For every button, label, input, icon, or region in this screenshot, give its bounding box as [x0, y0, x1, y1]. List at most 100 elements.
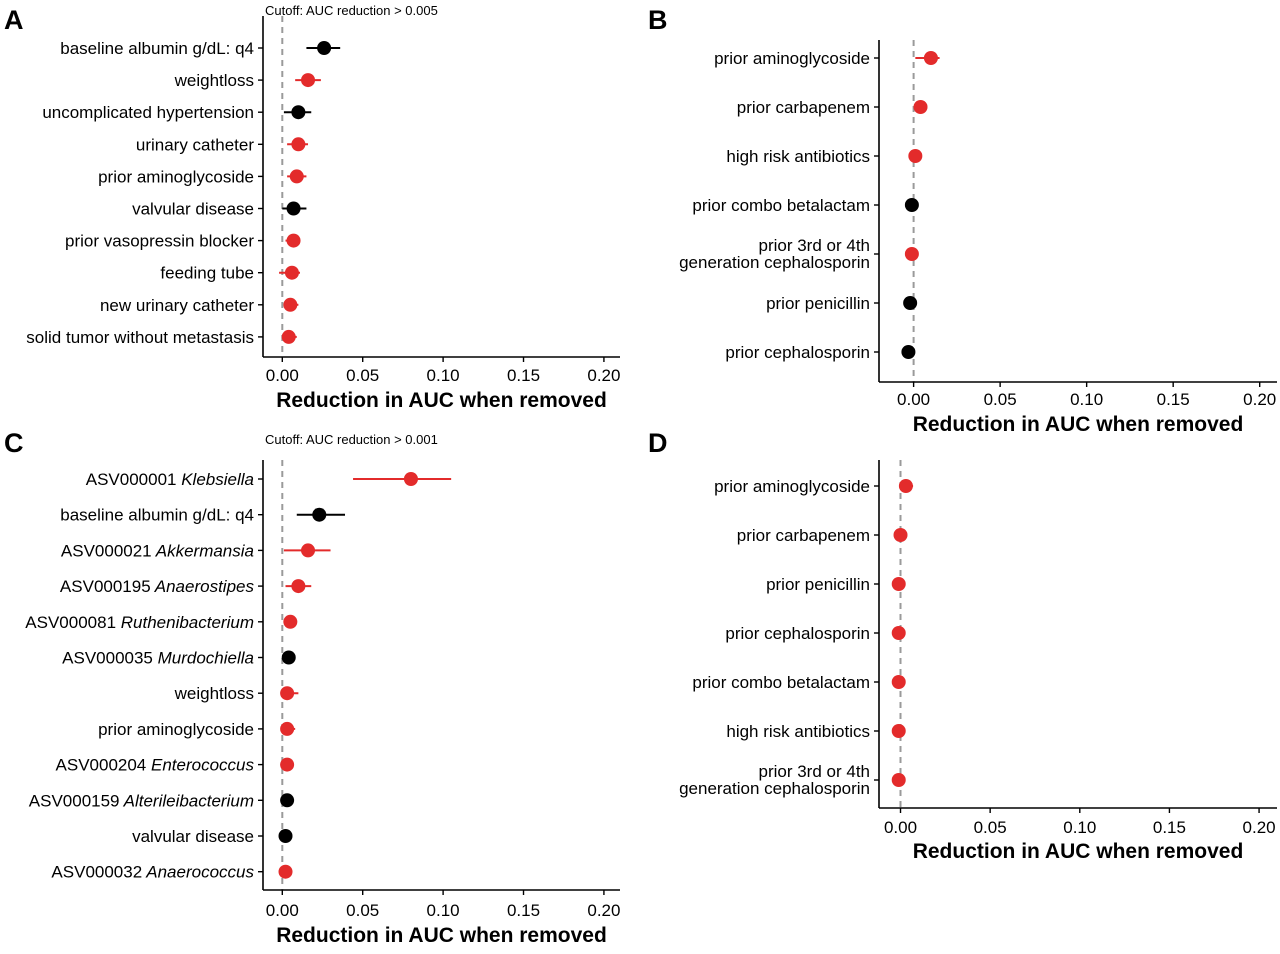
panel-b: B 0.00 0.05 0.10 0.15 0.20 Reduction in AUC wh… — [648, 5, 1277, 436]
category-label: prior penicillin — [766, 294, 870, 313]
data-point — [280, 686, 295, 701]
category-label: prior combo betalactam — [692, 673, 870, 692]
data-point — [280, 757, 295, 772]
x-tick-label: 0.15 — [507, 901, 540, 920]
category-label: new urinary catheter — [100, 296, 254, 315]
data-point — [286, 201, 301, 216]
category-label: prior 3rd or 4th generation cephalosporin — [679, 762, 870, 798]
data-point — [291, 137, 306, 152]
x-tick-label: 0.05 — [346, 366, 379, 385]
data-point — [891, 626, 906, 640]
panel-letter: C — [4, 428, 24, 458]
cutoff-note: Cutoff: AUC reduction > 0.005 — [265, 3, 438, 18]
category-label: prior aminoglycoside — [714, 477, 870, 496]
data-point — [281, 329, 296, 344]
x-tick-label: 0.00 — [897, 390, 930, 409]
category-label: baseline albumin g/dL: q4 — [60, 506, 254, 525]
category-label: baseline albumin g/dL: q4 — [60, 39, 254, 58]
data-point — [923, 51, 938, 65]
category-label: prior cephalosporin — [725, 343, 870, 362]
x-tick-label: 0.15 — [507, 366, 540, 385]
data-point — [284, 265, 299, 280]
data-point — [281, 650, 296, 665]
x-tick-label: 0.10 — [1063, 818, 1096, 837]
category-label: feeding tube — [160, 264, 254, 283]
category-label: ASV000204 Enterococcus — [56, 756, 255, 775]
category-label: prior penicillin — [766, 575, 870, 594]
x-tick-label: 0.20 — [587, 366, 620, 385]
data-point — [904, 198, 919, 212]
x-tick-label: 0.05 — [974, 818, 1007, 837]
data-point — [278, 829, 293, 843]
data-point — [891, 724, 906, 738]
x-tick-label: 0.00 — [266, 901, 299, 920]
category-label: prior 3rd or 4th generation cephalosporin — [679, 236, 870, 272]
category-label: prior aminoglycoside — [98, 720, 254, 739]
category-label: ASV000001 Klebsiella — [86, 470, 254, 489]
category-label: weightloss — [174, 71, 254, 90]
category-label: ASV000032 Anaerococcus — [51, 863, 254, 882]
data-point — [893, 528, 908, 542]
data-point — [891, 773, 906, 787]
panel-c: C Cutoff: AUC reduction > 0.001 0.00 0.05 0.… — [4, 428, 620, 947]
x-tick-label: 0.10 — [427, 901, 460, 920]
data-point — [891, 577, 906, 591]
data-point — [291, 105, 306, 120]
panel-letter: A — [4, 5, 24, 35]
x-tick-label: 0.10 — [427, 366, 460, 385]
data-point — [289, 169, 304, 184]
data-point — [278, 864, 293, 879]
cutoff-note: Cutoff: AUC reduction > 0.001 — [265, 432, 438, 447]
data-point — [317, 41, 332, 55]
category-label: ASV000081 Ruthenibacterium — [25, 613, 254, 632]
category-label: ASV000195 Anaerostipes — [60, 577, 255, 596]
data-point — [403, 472, 418, 486]
panel-letter: D — [648, 428, 668, 458]
data-point — [286, 233, 301, 248]
category-label: prior combo betalactam — [692, 196, 870, 215]
category-label: ASV000021 Akkermansia — [61, 541, 254, 560]
category-label: prior vasopressin blocker — [65, 232, 254, 251]
category-label: uncomplicated hypertension — [42, 103, 254, 122]
x-tick-label: 0.20 — [587, 901, 620, 920]
data-point — [280, 721, 295, 736]
data-point — [898, 479, 913, 493]
data-point — [301, 543, 316, 558]
panel-d: D 0.00 0.05 0.10 0.15 0.20 Reduction in AUC wh… — [648, 428, 1277, 863]
x-tick-label: 0.20 — [1243, 390, 1276, 409]
panel-a: A Cutoff: AUC reduction > 0.005 0.00 0.05 0.… — [4, 3, 620, 412]
x-axis-label: Reduction in AUC when removed — [913, 413, 1244, 436]
x-tick-label: 0.15 — [1153, 818, 1186, 837]
data-point — [901, 345, 916, 359]
x-axis-label: Reduction in AUC when removed — [276, 924, 607, 947]
category-label: high risk antibiotics — [726, 722, 870, 741]
data-point — [908, 149, 923, 163]
category-label: ASV000035 Murdochiella — [62, 649, 254, 668]
x-tick-label: 0.05 — [984, 390, 1017, 409]
category-label: prior carbapenem — [737, 526, 870, 545]
category-label: prior carbapenem — [737, 98, 870, 117]
x-tick-label: 0.00 — [266, 366, 299, 385]
category-label: prior cephalosporin — [725, 624, 870, 643]
data-point — [301, 73, 316, 88]
x-axis-label: Reduction in AUC when removed — [276, 389, 607, 412]
category-label: urinary catheter — [136, 135, 254, 154]
x-tick-label: 0.05 — [346, 901, 379, 920]
data-point — [904, 247, 919, 261]
category-label: high risk antibiotics — [726, 147, 870, 166]
data-point — [903, 296, 918, 310]
category-label: valvular disease — [132, 827, 254, 846]
data-point — [283, 297, 298, 312]
panel-letter: B — [648, 5, 668, 35]
category-label: prior aminoglycoside — [714, 49, 870, 68]
data-point — [913, 100, 928, 114]
category-label: ASV000159 Alterileibacterium — [29, 791, 254, 810]
data-point — [280, 793, 295, 808]
x-tick-label: 0.10 — [1070, 390, 1103, 409]
x-tick-label: 0.00 — [884, 818, 917, 837]
category-label: weightloss — [174, 684, 254, 703]
data-point — [891, 675, 906, 689]
x-tick-label: 0.15 — [1157, 390, 1190, 409]
data-point — [283, 614, 298, 629]
